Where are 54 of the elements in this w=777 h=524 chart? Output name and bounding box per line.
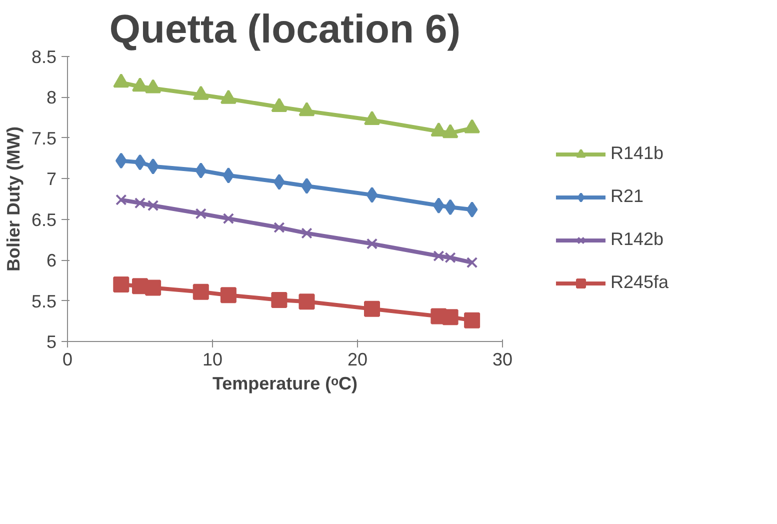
point (366, 186, 378, 203)
legend-label: R21 (610, 186, 644, 207)
y-tick-label: 8.5 (31, 47, 57, 67)
x-axis-title: Temperature (ᵒC) (212, 374, 358, 394)
chart-title: Quetta (location 6) (109, 8, 461, 52)
y-tick-label: 6 (46, 250, 57, 271)
point (145, 280, 162, 296)
y-tick-label: 5.5 (31, 291, 57, 312)
point (271, 98, 288, 112)
point (364, 110, 380, 126)
point (274, 222, 285, 234)
point (113, 73, 130, 88)
point (464, 119, 480, 134)
point (222, 167, 234, 184)
x-tick-label: 0 (62, 350, 73, 370)
point (271, 292, 288, 308)
y-tick-label: 7.5 (31, 128, 57, 148)
point (366, 238, 378, 250)
point (298, 294, 315, 310)
y-tick-label: 8 (46, 88, 57, 108)
y-axis-title: Bolier Duty (MW) (3, 126, 24, 272)
point (145, 79, 162, 94)
point (134, 197, 146, 209)
point (466, 256, 478, 268)
point (132, 78, 148, 92)
point (222, 212, 234, 224)
point (195, 208, 206, 220)
point (134, 154, 146, 170)
point (464, 312, 480, 328)
legend-label: R141b (610, 143, 664, 164)
point (115, 152, 127, 169)
point (442, 124, 458, 138)
x-tick-label: 10 (202, 350, 223, 370)
y-tick-label: 6.5 (31, 210, 57, 230)
point (220, 287, 236, 304)
legend-label: R245fa (610, 272, 669, 293)
x-tick-label: 30 (492, 350, 513, 370)
point (442, 309, 458, 326)
point (220, 90, 236, 104)
point (147, 200, 159, 212)
point (466, 202, 478, 218)
legend-label: R142b (610, 229, 664, 250)
y-tick-label: 7 (46, 169, 57, 190)
point (364, 300, 380, 317)
point (192, 284, 209, 300)
point (147, 158, 159, 174)
point (113, 276, 130, 292)
y-tick-label: 5 (46, 332, 57, 352)
point (116, 194, 127, 206)
point (298, 102, 315, 116)
point (195, 162, 207, 178)
point (192, 86, 209, 100)
point (301, 228, 312, 239)
x-tick-label: 20 (347, 350, 368, 370)
